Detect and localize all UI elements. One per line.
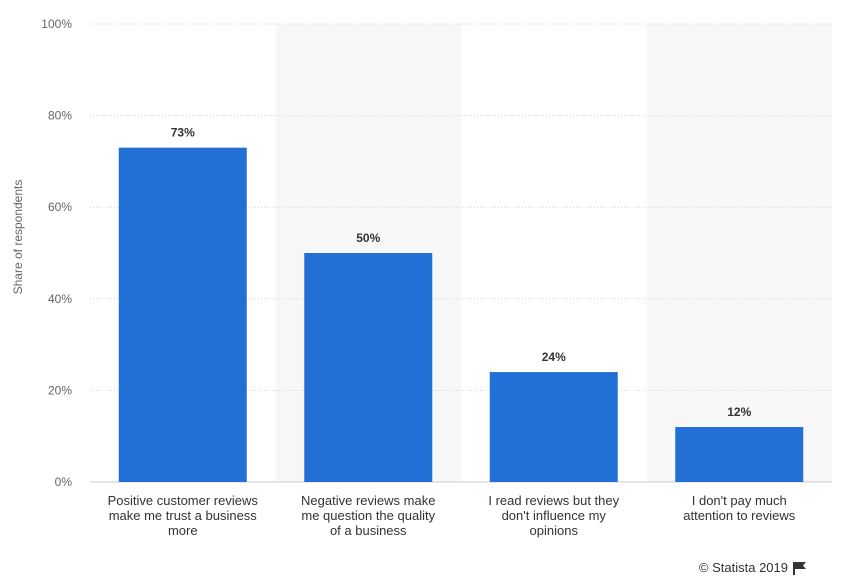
credit-text: © Statista 2019	[698, 560, 788, 575]
category-label: I read reviews but they don't influence m…	[488, 493, 619, 538]
y-tick-label: 0%	[55, 475, 73, 489]
category-label-line: me question the quality	[301, 508, 435, 523]
bars	[118, 147, 804, 482]
bar[interactable]	[489, 372, 618, 482]
y-tick-label: 20%	[48, 383, 72, 397]
data-label: 50%	[356, 231, 380, 245]
plot-band	[646, 24, 832, 482]
category-label-line: Positive customer reviews	[108, 493, 259, 508]
category-label: I don't pay much attention to reviews	[683, 493, 796, 523]
category-label-line: more	[168, 523, 198, 538]
y-tick-label: 80%	[48, 109, 72, 123]
category-label-line: don't influence my	[502, 508, 607, 523]
data-label: 73%	[171, 126, 195, 140]
category-label-line: of a business	[330, 523, 407, 538]
y-axis-ticks: 0% 20% 40% 60% 80% 100%	[41, 17, 72, 489]
category-labels: Positive customer reviews make me trust a…	[108, 493, 796, 538]
bar[interactable]	[675, 427, 804, 482]
y-tick-label: 100%	[41, 17, 72, 31]
data-labels: 73% 50% 24% 12%	[171, 126, 752, 419]
flag-icon[interactable]	[792, 561, 808, 575]
data-label: 12%	[727, 405, 751, 419]
category-label-line: make me trust a business	[109, 508, 258, 523]
data-label: 24%	[542, 350, 566, 364]
y-tick-label: 40%	[48, 292, 72, 306]
statista-credit[interactable]: © Statista 2019	[699, 560, 808, 575]
category-label-line: attention to reviews	[683, 508, 796, 523]
category-label-line: I read reviews but they	[488, 493, 619, 508]
category-label-line: opinions	[530, 523, 579, 538]
category-label-line: Negative reviews make	[301, 493, 435, 508]
category-label: Positive customer reviews make me trust a…	[108, 493, 259, 538]
y-tick-label: 60%	[48, 200, 72, 214]
bar[interactable]	[304, 253, 433, 482]
category-label: Negative reviews make me question the qua…	[301, 493, 436, 538]
category-label-line: I don't pay much	[692, 493, 787, 508]
bar[interactable]	[118, 147, 247, 482]
y-axis-label: Share of respondents	[11, 180, 25, 295]
